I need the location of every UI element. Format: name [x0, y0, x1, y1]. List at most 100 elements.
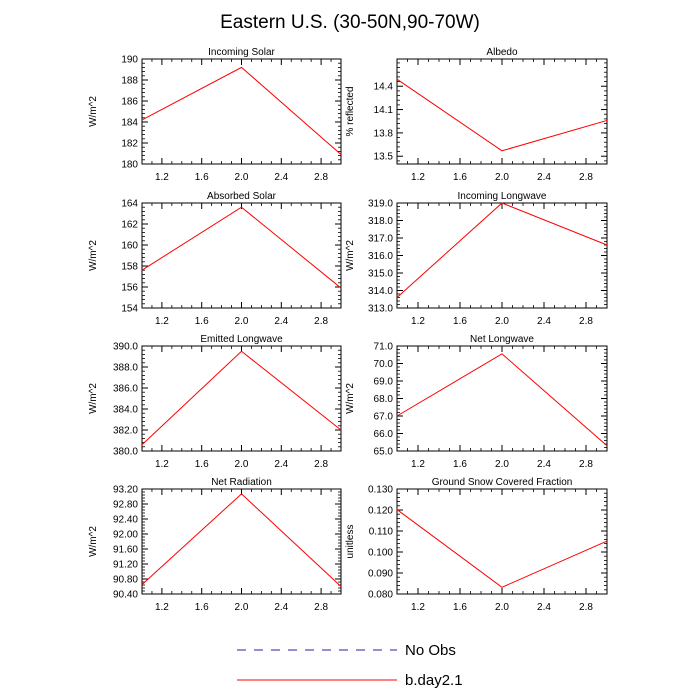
legend-label-b-day2-1: b.day2.1: [405, 672, 463, 689]
y-tick-label: 180: [121, 160, 138, 171]
y-tick-label: 317.0: [368, 234, 393, 245]
plot-frame: [396, 58, 608, 165]
y-axis-label: W/m^2: [88, 383, 99, 414]
y-tick-label: 156: [121, 283, 138, 294]
plot-frame: [396, 345, 608, 452]
panel-absorbed-solar: Absorbed Solar 1.2 1.6 2.0 2.4 2.8 154 156 158 16…: [88, 191, 342, 327]
x-tick-label: 2.8: [579, 602, 593, 613]
panel-albedo: Albedo 1.2 1.6 2.0 2.4 2.8 13.5 13.8 14.1 14.4 % r…: [345, 47, 608, 183]
x-tick-label: 1.6: [453, 459, 467, 470]
plot-frame: [396, 488, 608, 595]
y-tick-label: 93.20: [113, 485, 138, 496]
y-tick-label: 316.0: [368, 251, 393, 262]
panel-title: Incoming Solar: [208, 47, 275, 58]
series-line: [396, 509, 608, 588]
y-axis-label: % reflected: [345, 86, 356, 136]
x-tick-label: 2.0: [495, 316, 509, 327]
y-tick-label: 91.20: [113, 560, 138, 571]
x-tick-label: 2.8: [579, 172, 593, 183]
x-tick-label: 2.4: [274, 459, 288, 470]
legend: No Obs b.day2.1: [237, 642, 463, 689]
series-line: [141, 66, 342, 155]
x-tick-label: 1.2: [155, 602, 169, 613]
y-tick-label: 13.5: [374, 152, 394, 163]
panel-title: Incoming Longwave: [458, 191, 547, 202]
y-tick-label: 92.80: [113, 500, 138, 511]
y-tick-label: 14.4: [374, 82, 394, 93]
x-tick-label: 2.8: [579, 459, 593, 470]
y-axis-label: unitless: [345, 525, 356, 559]
y-tick-label: 164: [121, 199, 138, 210]
x-tick-label: 1.6: [453, 172, 467, 183]
panel-net-radiation: Net Radiation 1.2 1.6 2.0 2.4 2.8 90.40 90.80 91…: [88, 477, 342, 613]
plot-frame: [141, 58, 342, 165]
x-tick-label: 1.2: [155, 172, 169, 183]
y-tick-label: 154: [121, 304, 138, 315]
x-tick-label: 1.2: [411, 316, 425, 327]
y-tick-label: 182: [121, 139, 138, 150]
y-axis-label: W/m^2: [88, 526, 99, 557]
x-tick-label: 2.0: [235, 172, 249, 183]
series-line: [141, 493, 342, 587]
y-tick-label: 382.0: [113, 426, 138, 437]
x-tick-label: 1.2: [411, 459, 425, 470]
y-tick-label: 90.80: [113, 575, 138, 586]
panel-ground-snow-covered-fraction: Ground Snow Covered Fraction 1.2 1.6 2.0 2.4…: [345, 477, 608, 613]
x-tick-label: 2.4: [274, 316, 288, 327]
x-tick-label: 2.4: [274, 602, 288, 613]
y-tick-label: 318.0: [368, 216, 393, 227]
y-tick-label: 14.1: [374, 105, 394, 116]
y-tick-label: 71.0: [374, 342, 394, 353]
x-tick-label: 1.6: [195, 459, 209, 470]
y-tick-label: 186: [121, 97, 138, 108]
x-tick-label: 1.2: [411, 602, 425, 613]
y-tick-label: 67.0: [374, 412, 394, 423]
x-tick-label: 2.0: [495, 172, 509, 183]
plot-frame: [141, 488, 342, 595]
x-tick-label: 2.4: [537, 602, 551, 613]
x-tick-label: 2.4: [537, 316, 551, 327]
x-tick-label: 1.6: [195, 172, 209, 183]
y-tick-label: 188: [121, 76, 138, 87]
y-tick-label: 0.100: [368, 548, 393, 559]
y-axis-label: W/m^2: [88, 240, 99, 271]
plot-frame: [396, 202, 608, 309]
y-tick-label: 158: [121, 262, 138, 273]
y-tick-label: 0.080: [368, 590, 393, 601]
y-tick-label: 91.60: [113, 545, 138, 556]
x-tick-label: 2.8: [314, 316, 328, 327]
y-tick-label: 313.0: [368, 304, 393, 315]
x-tick-label: 2.0: [235, 459, 249, 470]
series-line: [141, 350, 342, 446]
x-tick-label: 2.0: [495, 602, 509, 613]
y-tick-label: 386.0: [113, 384, 138, 395]
panel-net-longwave: Net Longwave 1.2 1.6 2.0 2.4 2.8 65.0 66.0 67.0 6…: [345, 334, 608, 470]
plot-frame: [141, 345, 342, 452]
y-tick-label: 69.0: [374, 377, 394, 388]
panel-title: Ground Snow Covered Fraction: [432, 477, 573, 488]
y-tick-label: 0.130: [368, 485, 393, 496]
series-line: [396, 353, 608, 447]
x-tick-label: 1.2: [155, 316, 169, 327]
series-line: [141, 206, 342, 289]
y-tick-label: 66.0: [374, 429, 394, 440]
panel-title: Net Radiation: [211, 477, 272, 488]
y-tick-label: 0.090: [368, 569, 393, 580]
y-tick-label: 162: [121, 220, 138, 231]
y-tick-label: 92.00: [113, 530, 138, 541]
panel-incoming-longwave: Incoming Longwave 1.2 1.6 2.0 2.4 2.8 313.0 314…: [345, 191, 608, 327]
panel-title: Absorbed Solar: [207, 191, 277, 202]
x-tick-label: 1.2: [411, 172, 425, 183]
y-tick-label: 315.0: [368, 269, 393, 280]
y-tick-label: 384.0: [113, 405, 138, 416]
x-tick-label: 2.4: [274, 172, 288, 183]
y-tick-label: 0.110: [369, 527, 394, 538]
y-tick-label: 65.0: [374, 447, 394, 458]
figure-title: Eastern U.S. (30-50N,90-70W): [220, 12, 480, 33]
y-tick-label: 319.0: [368, 199, 393, 210]
legend-label-no-obs: No Obs: [405, 642, 456, 659]
y-tick-label: 68.0: [374, 394, 394, 405]
x-tick-label: 2.4: [537, 172, 551, 183]
y-axis-label: W/m^2: [345, 240, 356, 271]
x-tick-label: 2.0: [235, 316, 249, 327]
